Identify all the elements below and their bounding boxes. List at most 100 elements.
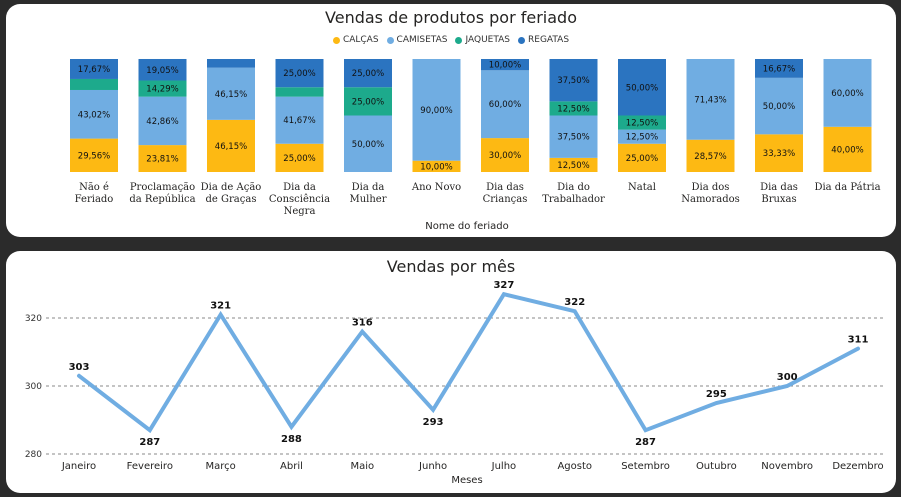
bar-segment-camisetas[interactable]	[823, 59, 872, 127]
legend-label: CAMISETAS	[396, 35, 448, 45]
bar-segment-camisetas[interactable]	[207, 67, 255, 120]
bar-segment-regatas[interactable]	[344, 59, 392, 88]
legend-dot-icon	[386, 36, 394, 44]
bar-segment-camisetas[interactable]	[138, 96, 187, 146]
category-tick-label: Dia das	[486, 182, 524, 193]
bar-segment-jaquetas[interactable]	[549, 101, 598, 116]
bar-segment-calças[interactable]	[618, 143, 666, 172]
bar-segment-regatas[interactable]	[138, 58, 187, 81]
bar-segment-regatas[interactable]	[70, 59, 118, 79]
bar-segment-regatas[interactable]	[755, 59, 803, 78]
bar-segment-regatas[interactable]	[618, 59, 666, 116]
bar-segment-regatas[interactable]	[481, 59, 529, 71]
line-data-label: 322	[564, 297, 585, 308]
bar-segment-camisetas[interactable]	[481, 70, 529, 139]
bar-data-label: 37,50%	[557, 133, 589, 143]
bar-segment-jaquetas[interactable]	[618, 115, 666, 130]
bar-data-label: 14,29%	[146, 85, 178, 95]
bar-segment-camisetas[interactable]	[686, 59, 735, 140]
legend-item[interactable]: JAQUETAS	[455, 35, 510, 45]
month-tick-label: Outubro	[696, 461, 737, 472]
bar-data-label: 29,56%	[78, 151, 110, 161]
legend-item[interactable]: CAMISETAS	[386, 35, 448, 45]
category-tick-label: Bruxas	[761, 194, 796, 205]
bar-segment-jaquetas[interactable]	[138, 80, 187, 97]
bar-segment-camisetas[interactable]	[275, 96, 324, 144]
category-tick-label: Dia de Ação	[201, 182, 262, 193]
y-tick-label: 320	[25, 314, 42, 324]
line-data-label: 316	[352, 318, 373, 329]
bar-segment-camisetas[interactable]	[70, 89, 118, 139]
bar-data-label: 50,00%	[352, 140, 384, 150]
month-tick-label: Agosto	[557, 461, 592, 472]
bar-segment-calças[interactable]	[207, 119, 255, 172]
y-tick-label: 280	[25, 450, 42, 460]
bar-data-label: 41,67%	[283, 116, 315, 126]
bar-data-label: 28,57%	[694, 152, 726, 162]
category-tick-label: Natal	[628, 182, 656, 193]
bar-data-label: 60,00%	[489, 100, 521, 110]
holiday-chart-legend: CALÇAS CAMISETAS JAQUETAS REGATAS	[6, 35, 896, 45]
legend-item[interactable]: REGATAS	[518, 35, 569, 45]
bar-data-label: 90,00%	[420, 106, 452, 116]
bar-segment-calças[interactable]	[70, 138, 118, 172]
monthly-chart-title: Vendas por mês	[386, 257, 516, 276]
category-tick-label: Ano Novo	[411, 182, 461, 193]
sales-line[interactable]	[77, 291, 860, 434]
bar-segment-jaquetas[interactable]	[344, 87, 392, 116]
bar-segment-calças[interactable]	[412, 160, 461, 172]
category-tick-label: Proclamação	[130, 182, 195, 193]
month-tick-label: Fevereiro	[127, 461, 173, 472]
bar-segment-jaquetas[interactable]	[275, 87, 324, 97]
bar-data-label: 12,50%	[557, 161, 589, 171]
month-tick-label: Abril	[280, 461, 303, 472]
category-tick-label: Crianças	[483, 194, 528, 205]
bar-data-label: 12,50%	[557, 104, 589, 114]
bar-segment-camisetas[interactable]	[755, 77, 803, 135]
bar-segment-regatas[interactable]	[275, 59, 324, 88]
legend-item[interactable]: CALÇAS	[332, 35, 379, 45]
monthly-line-chart: 280 300 320 303 Janeiro 287 Fevereiro 321 Março 2…	[25, 280, 886, 486]
category-tick-label: Dia do	[557, 182, 590, 193]
bar-segment-calças[interactable]	[823, 126, 872, 172]
category-tick-label: Negra	[284, 206, 316, 217]
bar-data-label: 30,00%	[489, 151, 521, 161]
bar-segment-calças[interactable]	[275, 143, 324, 172]
month-tick-label: Julho	[491, 461, 517, 472]
bar-segment-camisetas[interactable]	[412, 59, 461, 161]
line-data-label: 303	[69, 362, 90, 373]
bar-segment-camisetas[interactable]	[618, 129, 666, 144]
bar-data-label: 42,86%	[146, 117, 178, 127]
bar-data-label: 23,81%	[146, 155, 178, 165]
bar-segment-calças[interactable]	[755, 134, 803, 172]
bar-segment-calças[interactable]	[549, 157, 598, 172]
bar-data-label: 50,00%	[763, 102, 795, 112]
bar-data-label: 43,02%	[78, 110, 110, 120]
month-tick-label: Junho	[418, 461, 447, 472]
legend-label: JAQUETAS	[465, 35, 511, 45]
bar-data-label: 10,00%	[420, 162, 452, 172]
bar-segment-camisetas[interactable]	[344, 115, 392, 173]
monthly-sales-card: Vendas por mês 280 300 320 303 Janeiro 287 Fev…	[6, 251, 896, 493]
bar-segment-calças[interactable]	[686, 139, 735, 172]
bar-data-label: 37,50%	[557, 76, 589, 86]
line-data-label: 295	[706, 389, 727, 400]
month-tick-label: Maio	[350, 461, 374, 472]
bar-segment-calças[interactable]	[138, 145, 187, 172]
category-tick-label: Trabalhador	[542, 194, 605, 205]
bar-data-label: 25,00%	[626, 154, 658, 164]
bar-segment-camisetas[interactable]	[549, 115, 598, 158]
bar-data-label: 12,50%	[626, 119, 658, 129]
bar-segment-regatas[interactable]	[549, 59, 598, 102]
bar-segment-calças[interactable]	[481, 138, 529, 172]
legend-label: REGATAS	[528, 35, 570, 45]
month-tick-label: Novembro	[761, 461, 813, 472]
category-tick-label: Feriado	[75, 194, 114, 205]
bar-data-label: 60,00%	[831, 89, 863, 99]
bar-segment-regatas[interactable]	[207, 59, 255, 68]
category-tick-label: Dia da Pátria	[814, 182, 880, 193]
category-tick-label: Dia da	[283, 182, 316, 193]
month-tick-label: Dezembro	[832, 461, 883, 472]
category-tick-label: Consciência	[269, 194, 330, 205]
bar-segment-jaquetas[interactable]	[70, 78, 118, 90]
